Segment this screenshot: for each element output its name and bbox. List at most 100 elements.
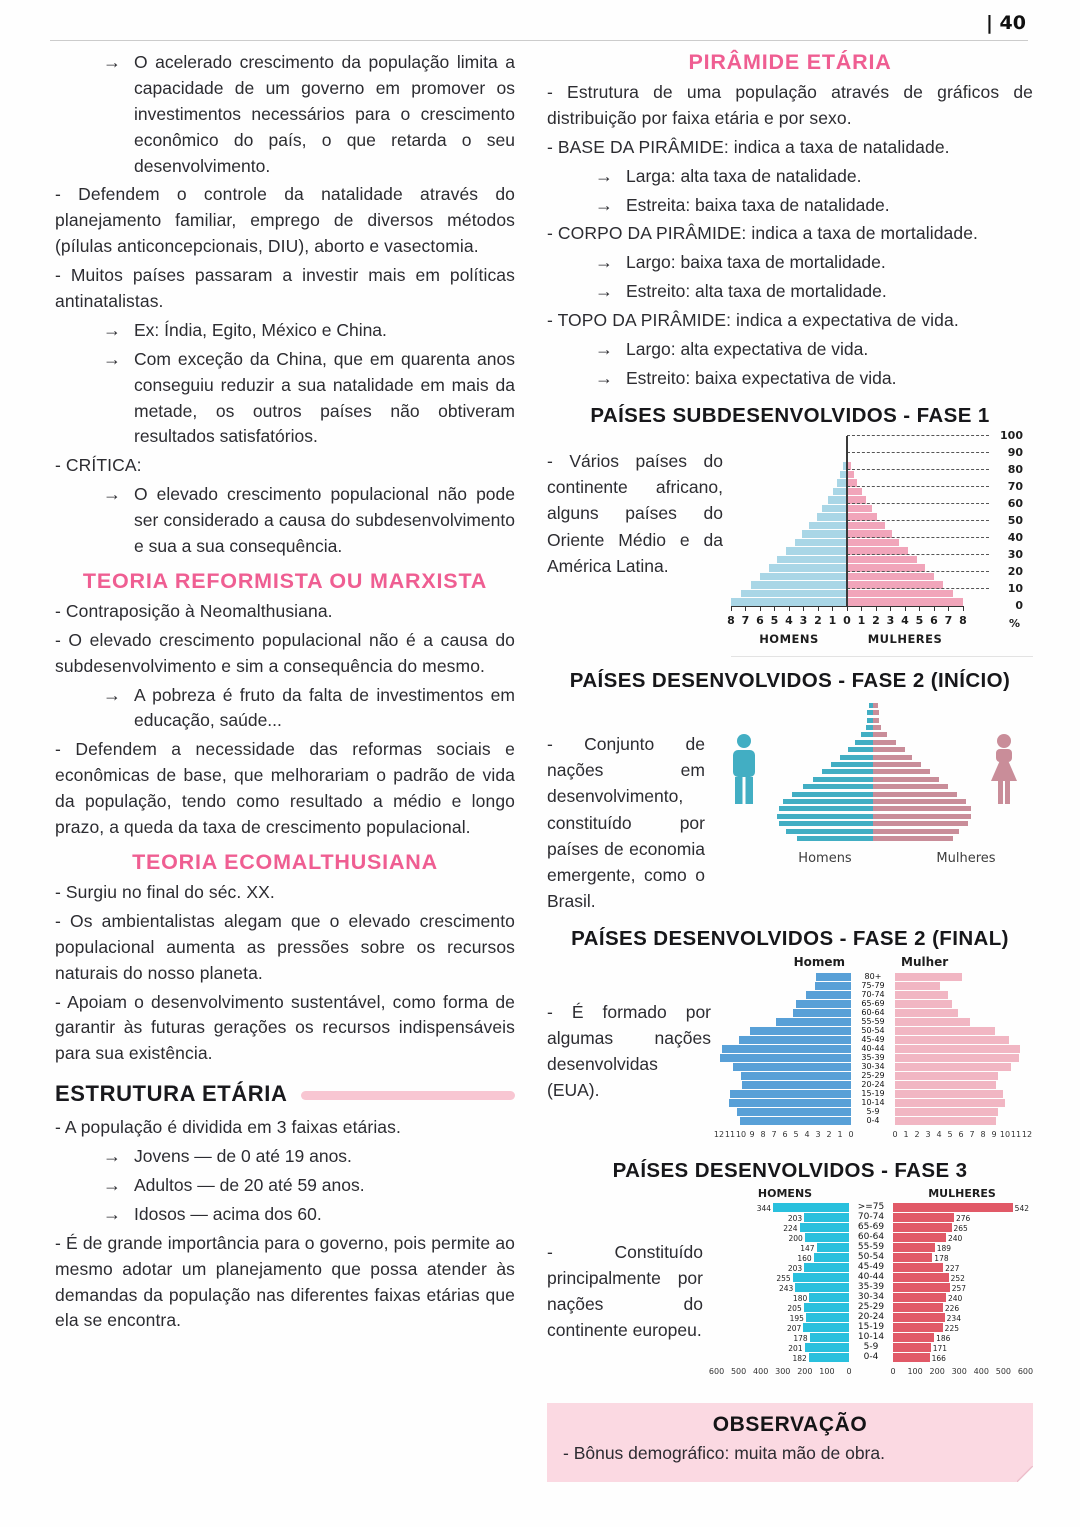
axis-label-mulheres: MULHERES xyxy=(867,631,943,646)
pyramid-bar xyxy=(893,1282,950,1292)
pyramid-bar xyxy=(722,1044,851,1053)
pyramid-bar xyxy=(728,1098,851,1107)
x-axis-tick-label: 5 xyxy=(947,1129,953,1139)
pyramid-bar xyxy=(733,1062,851,1071)
age-group-label: 15-19 xyxy=(857,1322,885,1333)
page-fold-corner xyxy=(1017,1465,1033,1482)
pyramid-bar xyxy=(847,564,926,572)
pyramid-bar xyxy=(861,732,873,738)
observation-text: - Bônus demográfico: muita mão de obra. xyxy=(563,1442,885,1463)
x-axis-tick xyxy=(948,605,949,611)
note-arrow-text: Ex: Índia, Egito, México e China. xyxy=(134,319,387,340)
pyramid-bar xyxy=(893,1312,945,1322)
note-arrow-line: → Idosos — acima dos 60. xyxy=(55,1202,515,1228)
bar-value-label: 224 xyxy=(783,1223,798,1233)
pyramid-bar xyxy=(760,572,847,581)
chart-side-note: - Conjunto de nações em desenvolvimento,… xyxy=(547,733,705,912)
top-divider xyxy=(50,40,1028,41)
pyramid-bar xyxy=(813,1252,849,1262)
pyramid-bar xyxy=(895,1107,999,1116)
pyramid-bar xyxy=(778,806,873,812)
pyramid-bar xyxy=(768,564,847,572)
note-arrow-text: Estreito: baixa expectativa de vida. xyxy=(626,367,897,388)
pyramid-bar xyxy=(847,504,872,513)
note-arrow-text: Estreita: baixa taxa de natalidade. xyxy=(626,194,890,215)
pyramid-bar xyxy=(893,1322,943,1332)
note-arrow-line: → Largo: alta expectativa de vida. xyxy=(547,337,1033,363)
x-axis-tick-label: 2 xyxy=(914,1129,920,1139)
note-arrow-text: A pobreza é fruto da falta de investimen… xyxy=(134,684,515,731)
pyramid-bar xyxy=(804,1212,849,1222)
pyramid-bar xyxy=(895,1008,958,1017)
age-group-label: 65-69 xyxy=(861,999,885,1009)
x-axis-tick xyxy=(774,605,775,611)
note-arrow-text: Com exceção da China, que em quarenta an… xyxy=(134,348,515,447)
age-group-label: 30-34 xyxy=(861,1062,885,1072)
pyramid-bar xyxy=(731,598,847,606)
x-axis-tick-label: 1 xyxy=(857,613,866,627)
right-column: PIRÂMIDE ETÁRIA - Estrutura de uma popula… xyxy=(547,50,1033,1482)
pyramid-bar xyxy=(805,1312,849,1322)
bar-value-label: 186 xyxy=(936,1333,951,1343)
y-axis-tick-label: 0 xyxy=(1015,598,1023,612)
age-group-label: 20-24 xyxy=(861,1080,885,1090)
bar-value-label: 240 xyxy=(947,1233,963,1243)
pyramid-bar xyxy=(847,555,917,564)
note-arrow-text: Larga: alta taxa de natalidade. xyxy=(626,165,862,186)
note-line: - Defendem o controle da natalidade atra… xyxy=(55,184,515,257)
pyramid-bar xyxy=(895,999,953,1008)
bar-value-label: 147 xyxy=(800,1243,815,1253)
note-arrow-line: → Largo: baixa taxa de mortalidade. xyxy=(547,250,1033,276)
pyramid-bar xyxy=(893,1232,946,1242)
age-group-label: 45-49 xyxy=(857,1262,885,1273)
x-axis-tick-label: 8 xyxy=(727,613,735,627)
series-header-homem: Homem xyxy=(793,954,845,969)
age-group-label: 65-69 xyxy=(857,1222,885,1233)
chart-section-row: - Vários países do continente africano, … xyxy=(547,429,1033,657)
section-header: ESTRUTURA ETÁRIA xyxy=(55,1081,515,1107)
pyramid-bar xyxy=(895,1116,997,1125)
arrow-icon: → xyxy=(595,367,613,388)
pyramid-bar xyxy=(895,1026,996,1035)
x-axis-tick-label: 6 xyxy=(958,1129,964,1139)
arrow-icon: → xyxy=(595,339,613,360)
x-axis-tick-label: 500 xyxy=(730,1366,747,1376)
grid-line xyxy=(847,468,989,470)
arrow-icon: → xyxy=(103,1146,121,1167)
age-group-label: 15-19 xyxy=(861,1089,885,1099)
x-axis-tick-label: 12 xyxy=(713,1129,725,1139)
pyramid-bar xyxy=(868,702,873,708)
bar-value-label: 207 xyxy=(786,1323,802,1333)
note-arrow-text: Estreito: alta taxa de mortalidade. xyxy=(626,281,887,302)
x-axis-tick-label: 500 xyxy=(995,1366,1012,1376)
x-axis-tick-label: 4 xyxy=(785,613,793,627)
x-axis-tick-label: 0 xyxy=(892,1129,898,1139)
pyramid-bar xyxy=(804,1262,849,1272)
note-arrow-line: → Ex: Índia, Egito, México e China. xyxy=(55,318,515,344)
chart-side-note: - Constituído principalmente por nações … xyxy=(547,1241,703,1341)
x-axis-tick-label: 3 xyxy=(886,613,895,627)
grid-line xyxy=(847,553,989,555)
age-group-label: 0-4 xyxy=(863,1352,879,1363)
pyramid-bar xyxy=(895,1053,1020,1062)
pyramid-bar xyxy=(783,798,873,805)
age-group-label: 35-39 xyxy=(861,1053,885,1063)
pyramid-bar xyxy=(814,981,851,990)
pyramid-bar xyxy=(895,1071,999,1080)
bar-value-label: 195 xyxy=(789,1313,804,1323)
pyramid-bar xyxy=(873,761,921,768)
pyramid-bar xyxy=(742,1080,851,1089)
x-axis-tick-label: 200 xyxy=(929,1366,945,1376)
note-arrow-text: Jovens — de 0 até 19 anos. xyxy=(134,1146,352,1167)
bar-value-label: 243 xyxy=(779,1283,794,1293)
pyramid-bar xyxy=(873,747,905,753)
pyramid-bar xyxy=(895,1044,1021,1053)
note-arrow-text: O elevado crescimento populacional não p… xyxy=(134,484,515,557)
pyramid-bar xyxy=(873,806,971,812)
y-axis-tick-label: 30 xyxy=(1007,547,1023,561)
note-arrow-line: → Jovens — de 0 até 19 anos. xyxy=(55,1144,515,1170)
pyramid-bar xyxy=(778,821,873,827)
grid-line xyxy=(847,587,989,589)
arrow-icon: → xyxy=(595,281,613,302)
x-axis-tick-label: 4 xyxy=(804,1129,810,1139)
